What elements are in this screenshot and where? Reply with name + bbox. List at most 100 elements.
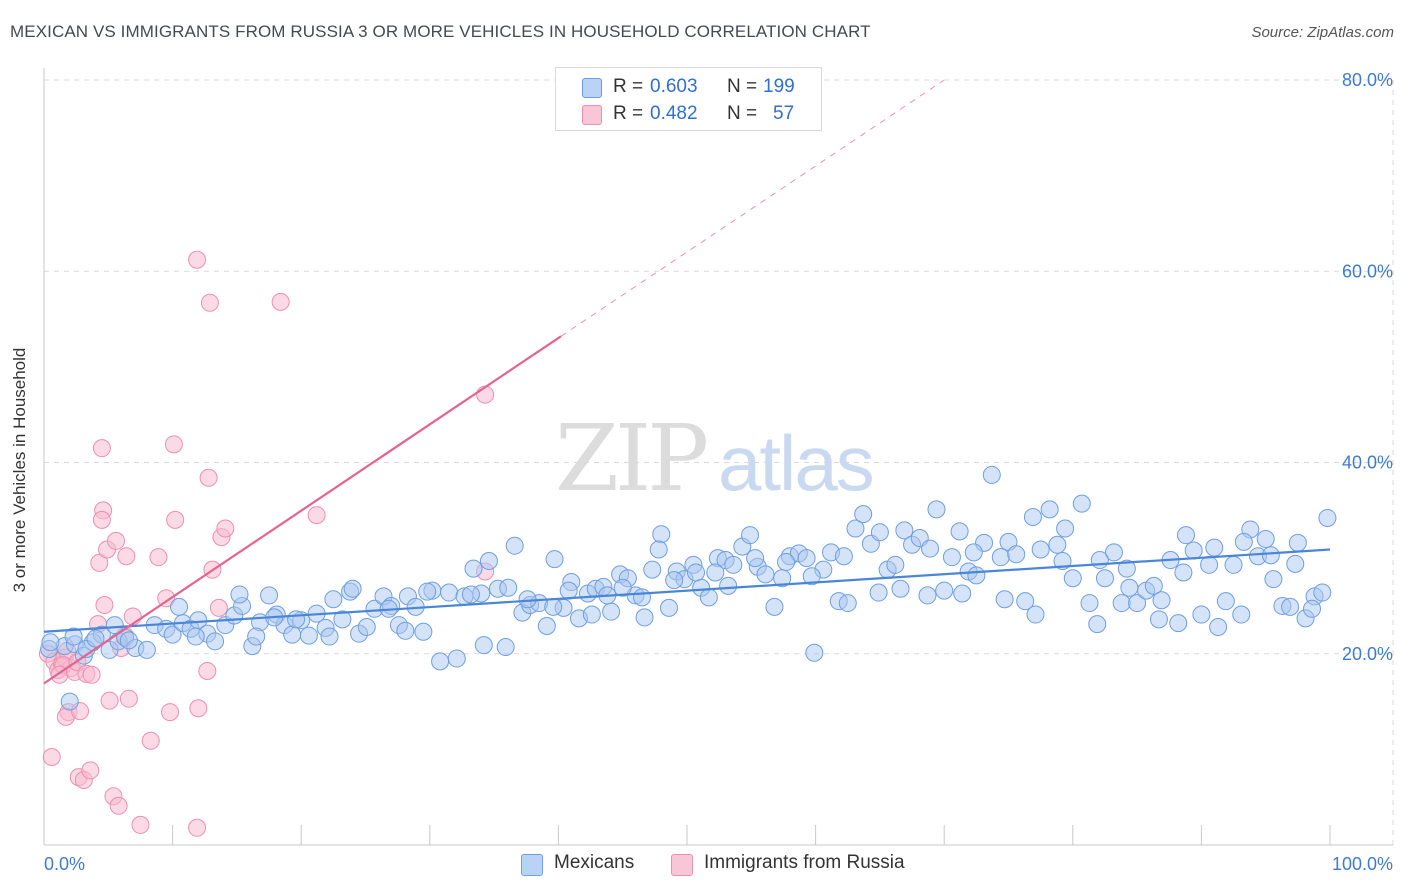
data-point-mexican bbox=[1095, 569, 1114, 588]
bottom-legend-swatch-blue bbox=[521, 854, 543, 876]
watermark: ZIP atlas bbox=[555, 405, 875, 512]
data-point-mexican bbox=[1117, 559, 1136, 578]
legend-swatch-blue bbox=[582, 78, 602, 98]
data-point-mexican bbox=[105, 616, 124, 635]
data-point-russia bbox=[216, 519, 235, 538]
data-point-mexican bbox=[927, 500, 946, 519]
y-axis-label: 3 or more Vehicles in Household bbox=[10, 347, 29, 593]
data-point-russia bbox=[149, 548, 168, 567]
data-point-russia bbox=[166, 510, 185, 529]
data-point-mexican bbox=[474, 636, 493, 655]
data-point-russia bbox=[271, 292, 290, 311]
data-point-mexican bbox=[1169, 614, 1188, 633]
data-point-mexican bbox=[163, 625, 182, 644]
data-point-russia bbox=[476, 385, 495, 404]
data-point-mexican bbox=[1040, 500, 1059, 519]
data-point-mexican bbox=[1080, 594, 1099, 613]
data-point-mexican bbox=[461, 585, 480, 604]
data-point-mexican bbox=[1261, 546, 1280, 565]
data-point-russia bbox=[307, 506, 326, 525]
data-point-mexican bbox=[942, 548, 961, 567]
data-point-mexican bbox=[870, 523, 889, 542]
data-point-mexican bbox=[1053, 551, 1072, 570]
data-point-mexican bbox=[119, 631, 138, 650]
data-point-russia bbox=[82, 665, 101, 684]
data-point-mexican bbox=[964, 543, 983, 562]
data-point-mexican bbox=[921, 539, 940, 558]
data-point-mexican bbox=[1016, 592, 1035, 611]
data-point-mexican bbox=[496, 638, 515, 657]
data-point-mexican bbox=[918, 586, 937, 605]
data-point-mexican bbox=[1205, 538, 1224, 557]
data-point-mexican bbox=[706, 563, 725, 582]
y-tick-label: 40.0% bbox=[1342, 453, 1393, 473]
data-point-mexican bbox=[440, 583, 459, 602]
data-point-mexican bbox=[333, 610, 352, 629]
tick-labels: 20.0% 40.0% 60.0% 80.0% 0.0% 100.0% bbox=[44, 70, 1393, 874]
data-point-mexican bbox=[418, 582, 437, 601]
data-point-mexican bbox=[1048, 535, 1067, 554]
data-point-mexican bbox=[1281, 597, 1300, 616]
data-point-mexican bbox=[230, 585, 249, 604]
data-point-mexican bbox=[854, 505, 873, 524]
data-point-mexican bbox=[137, 640, 156, 659]
watermark-atlas: atlas bbox=[718, 419, 873, 507]
data-point-mexican bbox=[632, 588, 651, 607]
data-point-mexican bbox=[1023, 508, 1042, 527]
data-point-mexican bbox=[1224, 555, 1243, 574]
data-point-mexican bbox=[741, 526, 760, 545]
legend-n-label: N = bbox=[727, 76, 758, 97]
data-point-mexican bbox=[1232, 605, 1251, 624]
data-point-russia bbox=[100, 691, 119, 710]
data-point-mexican bbox=[64, 627, 83, 646]
bottom-legend-label-mexicans: Mexicans bbox=[554, 852, 635, 873]
data-point-mexican bbox=[1256, 530, 1275, 548]
data-point-mexican bbox=[995, 590, 1014, 609]
data-point-mexican bbox=[186, 627, 205, 646]
data-point-russia bbox=[188, 250, 207, 269]
data-point-mexican bbox=[886, 555, 905, 574]
data-point-mexican bbox=[777, 552, 796, 571]
data-point-russia bbox=[164, 435, 183, 454]
data-point-mexican bbox=[1063, 569, 1082, 588]
data-point-mexican bbox=[652, 525, 671, 544]
data-point-mexican bbox=[479, 551, 498, 570]
data-point-mexican bbox=[756, 565, 775, 584]
data-point-mexican bbox=[518, 590, 537, 609]
data-point-mexican bbox=[537, 617, 556, 636]
data-point-mexican bbox=[635, 608, 654, 627]
data-point-mexican bbox=[665, 571, 684, 590]
data-point-mexican bbox=[1264, 570, 1283, 589]
bottom-legend-swatch-pink bbox=[671, 854, 693, 876]
data-point-mexican bbox=[1174, 563, 1193, 582]
data-point-mexican bbox=[1090, 551, 1109, 570]
data-point-mexican bbox=[719, 576, 738, 595]
data-point-mexican bbox=[1152, 591, 1171, 610]
legend-n-value: 57 bbox=[773, 103, 795, 124]
data-point-mexican bbox=[1286, 554, 1305, 573]
data-point-mexican bbox=[1302, 599, 1321, 618]
legend-r-value: 0.603 bbox=[650, 76, 698, 97]
data-point-mexican bbox=[260, 586, 279, 605]
legend-n-value: 199 bbox=[763, 76, 795, 97]
data-point-mexican bbox=[1104, 543, 1123, 562]
data-point-mexican bbox=[953, 584, 972, 603]
data-point-mexican bbox=[1184, 541, 1203, 560]
data-point-mexican bbox=[838, 594, 857, 613]
data-point-russia bbox=[42, 748, 61, 767]
data-point-mexican bbox=[1288, 533, 1307, 552]
data-point-mexican bbox=[1313, 583, 1332, 602]
data-point-mexican bbox=[1144, 576, 1163, 595]
data-point-russia bbox=[157, 589, 176, 608]
data-point-mexican bbox=[1209, 617, 1228, 636]
data-point-russia bbox=[109, 796, 128, 815]
trend-line-russia bbox=[43, 335, 562, 685]
data-point-russia bbox=[92, 510, 111, 529]
data-point-mexican bbox=[544, 597, 563, 616]
chart-title: MEXICAN VS IMMIGRANTS FROM RUSSIA 3 OR M… bbox=[10, 22, 871, 41]
data-point-mexican bbox=[765, 597, 784, 616]
axes bbox=[43, 68, 1393, 846]
x-tick-label: 100.0% bbox=[1332, 854, 1393, 874]
data-point-mexican bbox=[1026, 605, 1045, 624]
data-point-russia bbox=[131, 815, 150, 834]
